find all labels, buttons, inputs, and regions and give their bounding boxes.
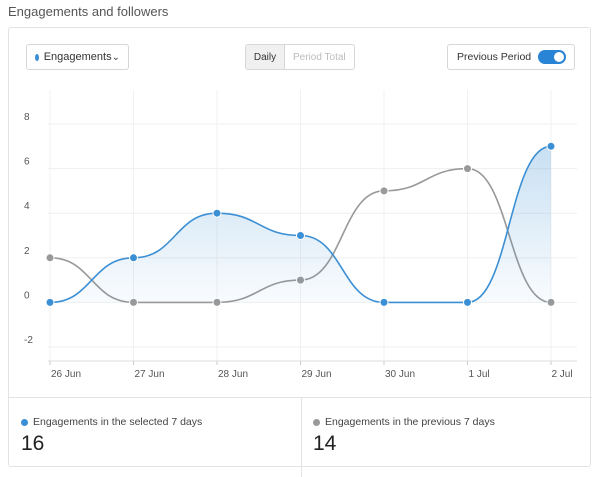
current-period-dot-icon xyxy=(21,418,28,426)
stat-previous: Engagements in the previous 7 days xyxy=(313,416,495,428)
data-point xyxy=(463,164,472,174)
engagements-chart: -2 0 2 4 6 8 26 Jun 27 Jun 28 Jun 29 Jun 30 Jun 1 J… xyxy=(24,90,577,380)
y-tick-label: 8 xyxy=(24,112,30,123)
tab-period-total[interactable]: Period Total xyxy=(293,51,346,63)
y-tick-label: 6 xyxy=(24,157,30,168)
previous-period-dot-icon xyxy=(313,418,320,426)
stat-previous-value: 14 xyxy=(313,432,337,455)
engagements-card: Engagements ⌄ Daily Period Total Previou… xyxy=(8,27,592,477)
data-point xyxy=(463,297,472,307)
stat-current-label: Engagements in the selected 7 days xyxy=(33,416,203,428)
previous-period-toggle[interactable] xyxy=(538,50,566,64)
data-point xyxy=(212,208,222,218)
tab-daily[interactable]: Daily xyxy=(246,45,285,69)
stats-vertical-divider xyxy=(301,397,302,477)
data-point xyxy=(296,231,305,240)
data-point xyxy=(546,141,556,151)
metric-dropdown[interactable]: Engagements ⌄ xyxy=(26,44,129,70)
x-tick-label: 30 Jun xyxy=(385,369,415,380)
previous-period-control: Previous Period xyxy=(447,44,575,70)
x-tick-label: 26 Jun xyxy=(51,369,81,380)
x-tick-label: 2 Jul xyxy=(551,369,572,380)
y-tick-label: 0 xyxy=(24,290,30,301)
data-point xyxy=(129,253,138,263)
data-point xyxy=(45,253,55,263)
x-tick-label: 29 Jun xyxy=(302,369,332,380)
engagements-dot-icon xyxy=(35,53,39,61)
stat-previous-label: Engagements in the previous 7 days xyxy=(325,416,495,428)
y-tick-label: 4 xyxy=(24,201,30,212)
chevron-down-icon: ⌄ xyxy=(111,51,120,63)
data-point xyxy=(379,186,389,196)
x-tick-label: 28 Jun xyxy=(218,369,248,380)
toggle-knob xyxy=(554,52,564,62)
data-point xyxy=(379,297,389,307)
previous-period-label: Previous Period xyxy=(457,51,532,63)
stat-current-value: 16 xyxy=(21,432,45,455)
y-tick-label: 2 xyxy=(24,246,30,257)
y-tick-label: -2 xyxy=(24,335,33,346)
series-area xyxy=(50,146,551,303)
x-tick-label: 1 Jul xyxy=(469,369,490,380)
metric-dropdown-label: Engagements xyxy=(43,51,112,63)
x-tick-label: 27 Jun xyxy=(135,369,165,380)
stats-divider xyxy=(9,397,592,398)
stat-current: Engagements in the selected 7 days xyxy=(21,416,202,428)
section-title: Engagements and followers xyxy=(8,4,169,19)
period-segmented-control: Daily Period Total xyxy=(245,44,355,70)
data-point xyxy=(45,297,55,307)
